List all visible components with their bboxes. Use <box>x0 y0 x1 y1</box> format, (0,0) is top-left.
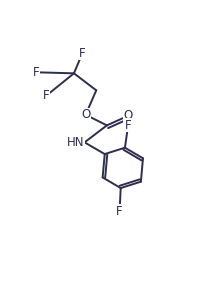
Text: F: F <box>125 119 131 132</box>
Text: O: O <box>123 109 133 122</box>
Text: O: O <box>81 108 90 121</box>
Text: F: F <box>79 47 86 60</box>
Text: F: F <box>43 89 50 102</box>
Text: F: F <box>116 205 123 218</box>
Text: F: F <box>32 66 39 79</box>
Text: HN: HN <box>67 136 85 149</box>
